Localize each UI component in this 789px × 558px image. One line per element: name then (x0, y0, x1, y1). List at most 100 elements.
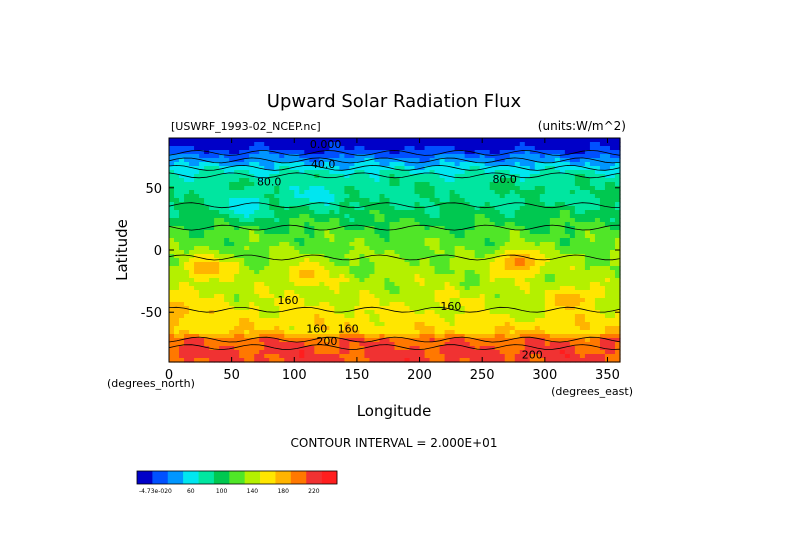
heatmap-cell (339, 334, 345, 339)
heatmap-cell (599, 242, 606, 247)
heatmap-cell (249, 270, 255, 275)
heatmap-cell (249, 310, 255, 315)
heatmap-cell (499, 278, 506, 283)
heatmap-cell (439, 142, 446, 147)
heatmap-cell (614, 170, 621, 175)
heatmap-cell (394, 178, 401, 183)
heatmap-cell (264, 142, 270, 147)
heatmap-cell (574, 302, 581, 307)
heatmap-cell (374, 206, 381, 211)
heatmap-cell (469, 294, 476, 299)
heatmap-cell (219, 234, 225, 239)
heatmap-cell (574, 330, 581, 335)
heatmap-cell (469, 146, 476, 151)
heatmap-cell (334, 210, 340, 215)
heatmap-cell (564, 150, 571, 155)
heatmap-cell (469, 246, 476, 251)
heatmap-cell (214, 306, 220, 311)
heatmap-cell (354, 194, 361, 199)
heatmap-cell (379, 354, 386, 359)
heatmap-cell (384, 146, 391, 151)
heatmap-cell (574, 286, 581, 291)
heatmap-cell (334, 342, 340, 347)
heatmap-cell (209, 302, 215, 307)
heatmap-cell (509, 210, 516, 215)
heatmap-cell (209, 270, 215, 275)
heatmap-cell (414, 278, 421, 283)
heatmap-cell (319, 282, 325, 287)
heatmap-cell (194, 158, 200, 163)
heatmap-cell (269, 158, 275, 163)
heatmap-cell (454, 214, 461, 219)
heatmap-cell (584, 242, 591, 247)
heatmap-cell (349, 282, 356, 287)
heatmap-cell (359, 330, 366, 335)
heatmap-cell (254, 262, 260, 267)
heatmap-cell (334, 326, 340, 331)
heatmap-cell (314, 234, 320, 239)
heatmap-cell (184, 314, 190, 319)
heatmap-cell (539, 318, 546, 323)
heatmap-cell (194, 314, 200, 319)
heatmap-cell (239, 302, 245, 307)
heatmap-cell (519, 326, 526, 331)
heatmap-cell (244, 146, 250, 151)
heatmap-cell (539, 246, 546, 251)
heatmap-cell (234, 218, 240, 223)
heatmap-cell (414, 270, 421, 275)
heatmap-cell (184, 254, 190, 259)
heatmap-cell (219, 166, 225, 171)
heatmap-cell (414, 274, 421, 279)
heatmap-cell (399, 250, 406, 255)
heatmap-cell (599, 206, 606, 211)
heatmap-cell (524, 262, 531, 267)
heatmap-cell (529, 342, 536, 347)
heatmap-cell (514, 202, 521, 207)
heatmap-cell (424, 342, 431, 347)
heatmap-cell (539, 262, 546, 267)
heatmap-cell (249, 230, 255, 235)
heatmap-cell (469, 162, 476, 167)
heatmap-cell (219, 274, 225, 279)
heatmap-cell (494, 190, 501, 195)
heatmap-cell (174, 318, 180, 323)
heatmap-cell (579, 194, 586, 199)
heatmap-cell (414, 146, 421, 151)
heatmap-cell (454, 202, 461, 207)
heatmap-cell (439, 282, 446, 287)
heatmap-cell (504, 266, 511, 271)
heatmap-cell (594, 274, 601, 279)
heatmap-cell (254, 290, 260, 295)
heatmap-cell (189, 310, 195, 315)
heatmap-cell (549, 286, 556, 291)
heatmap-cell (399, 266, 406, 271)
heatmap-cell (424, 350, 431, 355)
heatmap-cell (519, 214, 526, 219)
heatmap-cell (584, 286, 591, 291)
heatmap-cell (614, 234, 621, 239)
heatmap-cell (474, 354, 481, 359)
heatmap-cell (579, 314, 586, 319)
heatmap-cell (564, 262, 571, 267)
heatmap-cell (279, 346, 285, 351)
heatmap-cell (329, 338, 335, 343)
heatmap-cell (259, 162, 265, 167)
heatmap-cell (449, 190, 456, 195)
heatmap-cell (379, 222, 386, 227)
heatmap-cell (484, 302, 491, 307)
heatmap-cell (299, 242, 305, 247)
heatmap-cell (354, 154, 361, 159)
heatmap-cell (524, 318, 531, 323)
heatmap-cell (519, 342, 526, 347)
heatmap-cell (254, 162, 260, 167)
heatmap-cell (369, 262, 376, 267)
heatmap-cell (544, 182, 551, 187)
heatmap-cell (359, 190, 366, 195)
heatmap-cell (274, 194, 280, 199)
heatmap-cell (389, 346, 396, 351)
heatmap-cell (324, 246, 330, 251)
heatmap-cell (204, 202, 210, 207)
heatmap-cell (324, 210, 330, 215)
heatmap-cell (409, 238, 416, 243)
heatmap-cell (244, 274, 250, 279)
